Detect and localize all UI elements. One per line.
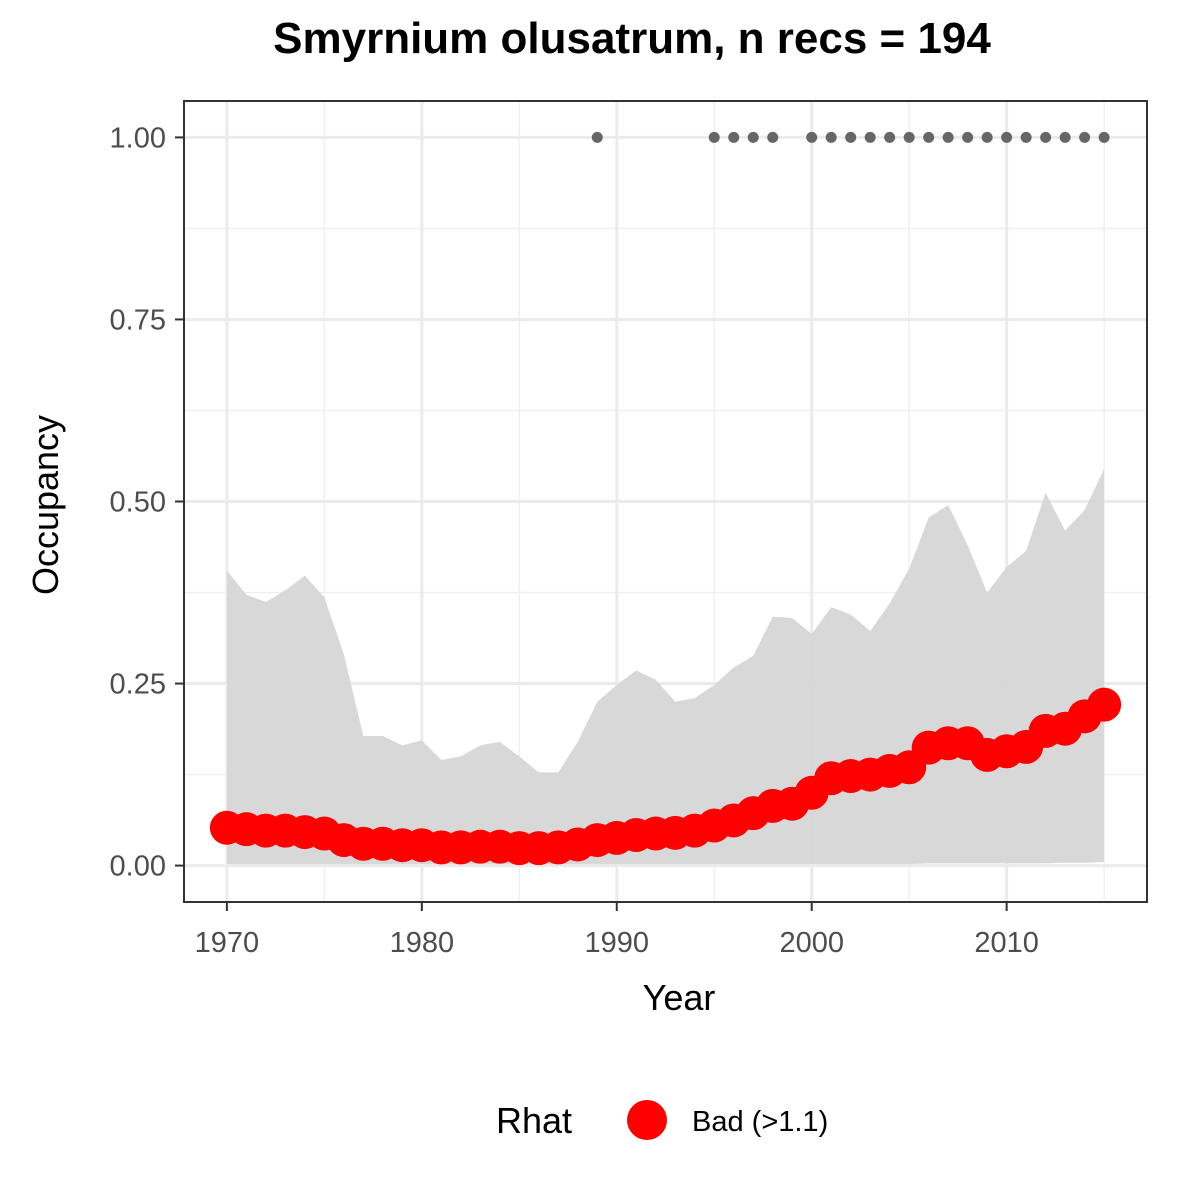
y-tick-label: 1.00 [110, 122, 166, 154]
detection-point [864, 131, 876, 143]
detection-point [708, 131, 720, 143]
detection-point [942, 131, 954, 143]
x-tick-label: 2000 [779, 927, 844, 959]
detection-point [981, 131, 993, 143]
y-tick-label: 0.00 [110, 851, 166, 883]
y-tick-label: 0.75 [110, 304, 166, 336]
detection-point [903, 131, 915, 143]
detection-point [747, 131, 759, 143]
y-axis-title: Occupancy [25, 415, 66, 595]
detection-point [1098, 131, 1110, 143]
detection-point [1040, 131, 1052, 143]
legend: Rhat Bad (>1.1) [496, 1100, 828, 1141]
x-tick-label: 1970 [195, 927, 260, 959]
detection-point [1001, 131, 1013, 143]
detection-point [825, 131, 837, 143]
x-tick-label: 1990 [585, 927, 650, 959]
detection-point [923, 131, 935, 143]
mean-occupancy-layer [209, 687, 1122, 866]
detection-point [1079, 131, 1091, 143]
chart-title: Smyrnium olusatrum, n recs = 194 [273, 14, 991, 63]
detection-point [806, 131, 818, 143]
detection-point [1059, 131, 1071, 143]
detection-point [767, 131, 779, 143]
y-tick-label: 0.25 [110, 669, 166, 701]
detection-point [728, 131, 740, 143]
mean-occupancy-point [1087, 687, 1122, 722]
legend-label-bad: Bad (>1.1) [692, 1106, 828, 1138]
x-axis-title: Year [643, 977, 716, 1018]
detection-point [962, 131, 974, 143]
y-axis: 0.00 0.25 0.50 0.75 1.00 [110, 122, 184, 883]
detection-point [884, 131, 896, 143]
x-tick-label: 1980 [390, 927, 455, 959]
legend-key-bad [627, 1100, 667, 1140]
legend-title: Rhat [496, 1100, 572, 1141]
detection-point [845, 131, 857, 143]
detection-point [591, 131, 603, 143]
x-tick-label: 2010 [974, 927, 1039, 959]
detections-layer [591, 131, 1110, 143]
x-axis: 1970 1980 1990 2000 2010 [195, 902, 1039, 959]
y-tick-label: 0.50 [110, 487, 166, 519]
detection-point [1020, 131, 1032, 143]
